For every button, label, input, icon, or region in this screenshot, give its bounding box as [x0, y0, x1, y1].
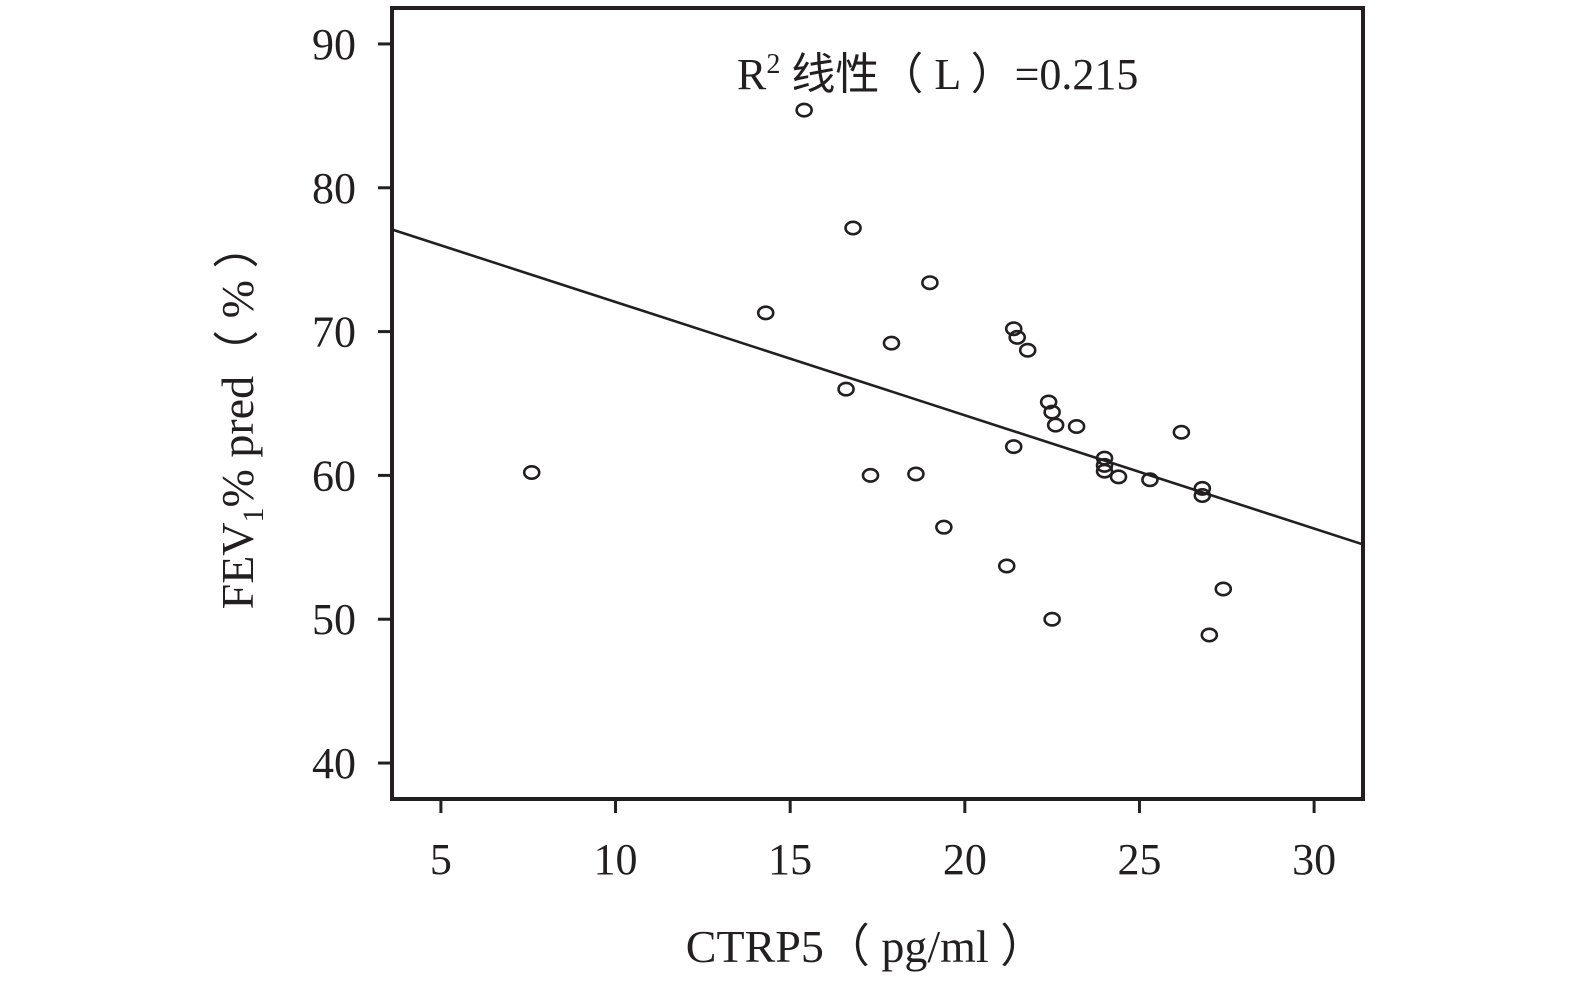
- plot-border: [390, 6, 1365, 801]
- x-tick-label-30: 30: [1292, 835, 1336, 884]
- data-point-12: [1004, 321, 1023, 337]
- y-tick-label-50: 50: [312, 595, 356, 644]
- data-point-4: [837, 381, 855, 397]
- x-tick-label-5: 5: [430, 835, 452, 884]
- y-tick-label-90: 90: [312, 20, 356, 69]
- data-point-18: [1046, 417, 1065, 433]
- data-point-22: [1095, 457, 1114, 473]
- data-point-7: [882, 335, 901, 351]
- y-tick-label-80: 80: [312, 164, 356, 213]
- data-point-16: [1039, 394, 1058, 410]
- data-point-3: [795, 102, 813, 118]
- data-point-15: [1018, 342, 1037, 358]
- x-axis-title: CTRP5（ pg/ml ）: [686, 921, 1046, 972]
- x-tick-label-15: 15: [768, 835, 812, 884]
- data-point-1: [522, 465, 541, 481]
- data-point-2: [756, 305, 775, 321]
- data-point-30: [1214, 581, 1233, 597]
- regression-line-group: [391, 228, 1364, 546]
- data-point-20: [1067, 419, 1086, 435]
- data-point-13: [1008, 329, 1027, 345]
- y-tick-label-70: 70: [312, 308, 356, 357]
- data-point-10: [935, 519, 953, 535]
- data-points-group: [522, 102, 1233, 643]
- data-point-28: [1193, 488, 1212, 504]
- r-squared-annotation: R2 线性（ L ）=0.215: [737, 49, 1138, 99]
- data-point-8: [907, 466, 925, 482]
- data-point-29: [1200, 627, 1219, 643]
- x-tick-label-25: 25: [1117, 835, 1161, 884]
- data-point-14: [1004, 439, 1023, 455]
- x-tick-label-20: 20: [943, 835, 987, 884]
- data-point-26: [1172, 424, 1191, 440]
- data-point-5: [844, 220, 862, 236]
- axis-ticks-group: 5 10 15 20 25 30 40 50 60 70 80 90: [312, 20, 1336, 884]
- data-point-27: [1193, 480, 1212, 496]
- data-point-19: [1043, 611, 1061, 627]
- data-point-23: [1095, 463, 1114, 479]
- y-axis-title: FEV1% pred（ % ）: [212, 223, 270, 610]
- data-point-6: [861, 467, 880, 483]
- regression-line: [391, 228, 1364, 546]
- x-tick-label-10: 10: [594, 835, 638, 884]
- data-point-25: [1141, 472, 1159, 488]
- data-point-9: [921, 275, 939, 291]
- y-tick-label-40: 40: [312, 739, 356, 788]
- plot-frame: [390, 6, 1365, 801]
- y-tick-label-60: 60: [312, 451, 356, 500]
- data-point-11: [997, 558, 1016, 574]
- data-point-24: [1109, 469, 1128, 485]
